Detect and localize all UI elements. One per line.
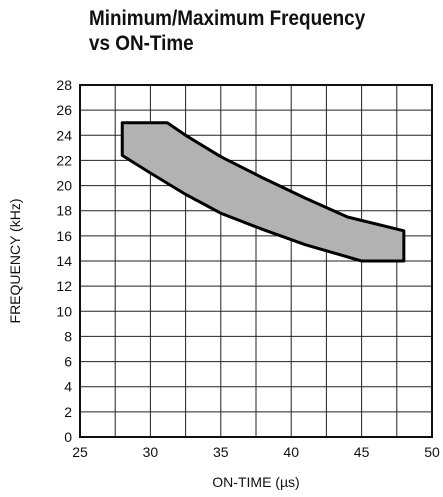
- x-tick-label: 40: [283, 444, 299, 460]
- y-tick-label: 16: [56, 228, 72, 244]
- data-region: [120, 121, 406, 263]
- y-tick-label: 10: [56, 303, 72, 319]
- x-axis-label: ON-TIME (µs): [212, 474, 299, 490]
- x-tick-labels: 25 30 35 40 45 50: [72, 444, 440, 460]
- y-tick-label: 20: [56, 178, 72, 194]
- y-tick-label: 12: [56, 278, 72, 294]
- chart-title-line-1: Minimum/Maximum Frequency: [89, 7, 366, 30]
- y-tick-label: 0: [64, 429, 72, 445]
- frequency-range-region: [120, 121, 406, 263]
- y-tick-label: 2: [64, 404, 72, 420]
- y-tick-label: 6: [64, 354, 72, 370]
- x-tick-label: 30: [143, 444, 159, 460]
- y-tick-label: 14: [56, 253, 72, 269]
- y-tick-label: 24: [56, 127, 72, 143]
- chart-title: Minimum/Maximum Frequency vs ON-Time: [89, 6, 365, 56]
- x-tick-label: 50: [424, 444, 440, 460]
- plot-frame: [79, 84, 433, 438]
- y-axis-label: FREQUENCY (kHz): [7, 199, 23, 324]
- x-tick-label: 25: [72, 444, 88, 460]
- x-tick-label: 45: [354, 444, 370, 460]
- y-tick-label: 22: [56, 152, 72, 168]
- chart-title-line-2: vs ON-Time: [89, 32, 194, 55]
- y-tick-label: 28: [56, 77, 72, 93]
- y-tick-label: 26: [56, 102, 72, 118]
- y-tick-label: 4: [64, 379, 72, 395]
- y-tick-label: 8: [64, 328, 72, 344]
- y-tick-label: 18: [56, 203, 72, 219]
- x-tick-label: 35: [213, 444, 229, 460]
